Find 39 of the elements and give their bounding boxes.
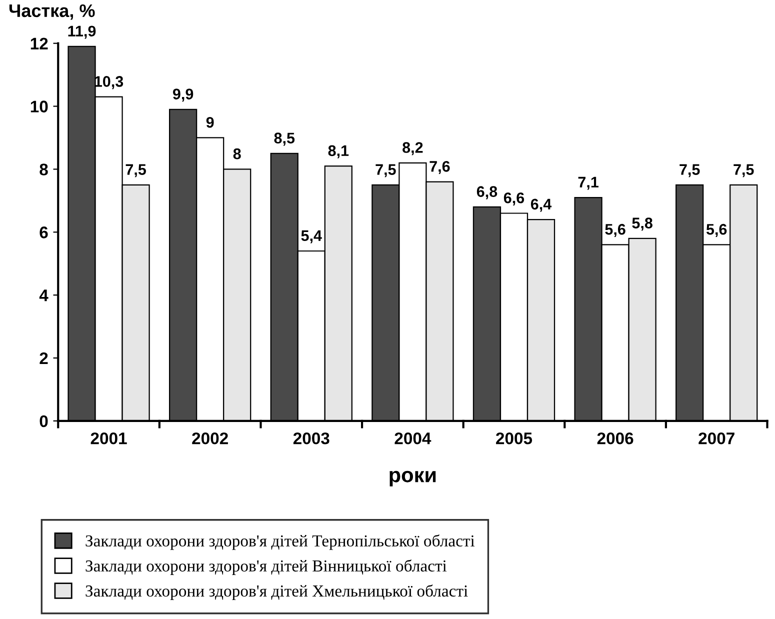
data-label: 9 [206,116,214,128]
y-axis-title: Частка, % [9,4,95,20]
data-label: 7,5 [126,164,146,178]
data-label: 5,6 [605,224,626,237]
x-tick-label: 2003 [293,432,330,444]
data-label: 6,6 [504,192,524,206]
data-label: 8 [233,148,241,160]
data-label: 5,8 [632,218,652,231]
y-tick-label: 2 [40,352,48,364]
data-label: 7,5 [376,164,396,178]
x-tick-label: 2007 [698,432,734,444]
y-tick-label: 6 [40,226,48,238]
x-tick-label: 2002 [192,432,228,444]
y-tick-label: 0 [40,415,48,428]
data-label: 7,6 [430,160,450,174]
legend-label: Заклади охорони здоров'я дітей Хмельницької області [86,584,468,600]
data-label: 5,4 [301,230,322,244]
legend-label: Заклади охорони здоров'я дітей Вінницької області [86,559,447,575]
data-label: 8,5 [274,132,295,146]
y-tick-label: 4 [39,290,48,302]
x-tick-label: 2006 [597,432,634,444]
data-label: 6,8 [476,186,498,200]
data-label: 8,1 [328,145,349,158]
data-label: 5,6 [706,224,727,237]
legend-label: Заклади охорони здоров'я дітей Тернопільської області [86,534,475,550]
data-label: 9,9 [172,88,194,102]
y-tick-label: 8 [40,164,48,176]
y-tick-label: 10 [30,100,48,112]
x-tick-label: 2001 [90,432,127,444]
data-label: 7,5 [734,164,754,178]
data-label: 7,5 [680,164,700,178]
x-tick-label: 2005 [496,432,532,444]
data-label: 6,4 [530,198,552,212]
x-tick-label: 2004 [394,432,432,444]
data-label: 7,1 [578,176,598,190]
data-label: 11,9 [68,26,96,39]
data-label: 8,2 [402,142,423,156]
y-tick-label: 12 [30,38,48,50]
x-axis-title: роки [390,470,436,486]
